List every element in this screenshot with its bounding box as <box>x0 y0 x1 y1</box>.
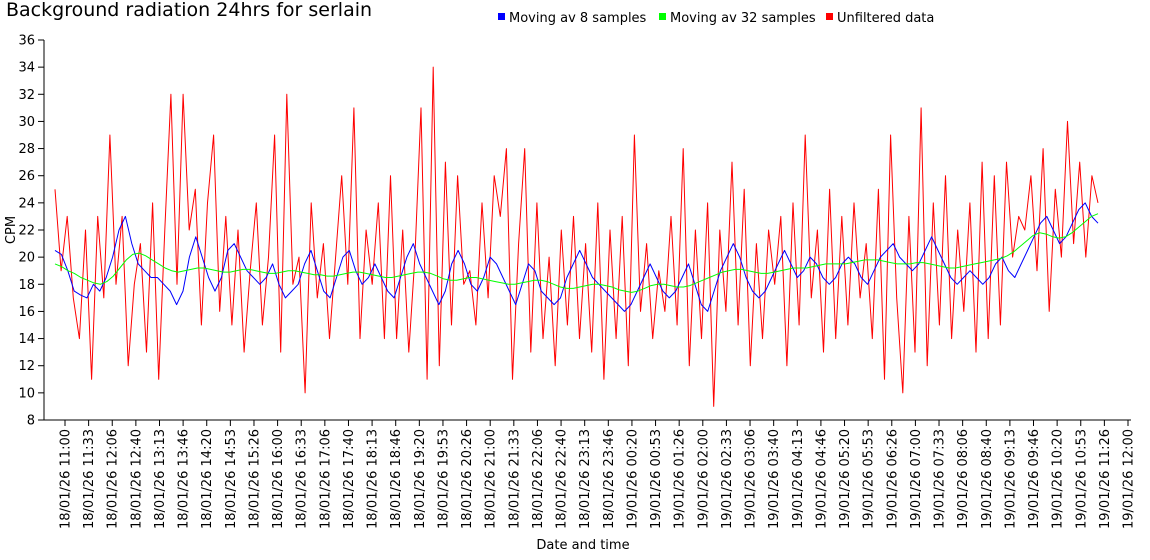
x-tick-label: 18/01/26 16:33 <box>295 429 310 529</box>
y-tick-label: 34 <box>18 61 35 76</box>
x-tick-label: 18/01/26 23:46 <box>602 429 617 529</box>
y-tick-label: 22 <box>18 224 35 239</box>
x-tick-label: 19/01/26 01:26 <box>673 429 688 529</box>
y-tick-label: 26 <box>18 169 35 184</box>
x-tick-label: 18/01/26 20:26 <box>460 429 475 529</box>
y-tick-label: 28 <box>18 142 35 157</box>
x-tick-label: 19/01/26 08:06 <box>956 429 971 529</box>
x-tick-label: 18/01/26 19:20 <box>413 429 428 529</box>
x-tick-label: 19/01/26 09:13 <box>1003 429 1018 529</box>
x-tick-label: 18/01/26 17:40 <box>342 429 357 529</box>
y-tick-label: 10 <box>18 386 35 401</box>
x-tick-label: 18/01/26 22:40 <box>555 429 570 529</box>
x-tick-label: 18/01/26 19:53 <box>436 429 451 529</box>
y-tick-label: 8 <box>27 414 35 429</box>
series-line-moving-av-8-samples <box>54 202 1099 312</box>
x-tick-label: 19/01/26 10:53 <box>1074 429 1089 529</box>
x-tick-label: 19/01/26 02:33 <box>720 429 735 529</box>
x-axis: 18/01/26 11:00 18/01/26 11:33 18/01/26 12:… <box>44 419 1137 529</box>
y-tick-label: 18 <box>18 278 35 293</box>
x-tick-label: 18/01/26 12:40 <box>129 429 144 529</box>
x-tick-label: 18/01/26 11:33 <box>82 429 97 529</box>
plot-area <box>54 66 1099 407</box>
x-tick-label: 19/01/26 09:46 <box>1027 429 1042 529</box>
x-tick-label: 18/01/26 22:06 <box>531 429 546 529</box>
x-tick-label: 19/01/26 10:20 <box>1051 429 1066 529</box>
x-tick-label: 19/01/26 07:33 <box>933 429 948 529</box>
x-tick-label: 19/01/26 02:00 <box>696 429 711 529</box>
y-axis-label: CPM <box>4 216 19 244</box>
legend-swatch-moving-av-8-samples <box>498 13 505 20</box>
legend-label-moving-av-32-samples: Moving av 32 samples <box>670 11 816 26</box>
x-tick-label: 18/01/26 21:33 <box>507 429 522 529</box>
x-tick-label: 18/01/26 18:13 <box>366 429 381 529</box>
x-tick-label: 18/01/26 13:13 <box>153 429 168 529</box>
x-tick-label: 19/01/26 00:20 <box>625 429 640 529</box>
x-tick-label: 18/01/26 11:00 <box>59 429 74 529</box>
x-tick-label: 19/01/26 07:00 <box>909 429 924 529</box>
y-tick-label: 30 <box>18 115 35 130</box>
x-tick-label: 18/01/26 14:20 <box>200 429 215 529</box>
x-tick-label: 19/01/26 04:46 <box>814 429 829 529</box>
x-tick-label: 18/01/26 18:46 <box>389 429 404 529</box>
x-tick-label: 19/01/26 08:40 <box>980 429 995 529</box>
x-tick-label: 19/01/26 03:06 <box>744 429 759 529</box>
x-tick-label: 18/01/26 16:00 <box>271 429 286 529</box>
x-tick-label: 18/01/26 15:26 <box>247 429 262 529</box>
series-line-unfiltered-data <box>54 66 1099 407</box>
y-axis: 8 10 12 14 16 18 20 22 24 26 28 30 32 34 36 <box>18 34 45 429</box>
y-tick-label: 16 <box>18 305 35 320</box>
x-tick-label: 19/01/26 05:53 <box>862 429 877 529</box>
x-tick-label: 18/01/26 12:06 <box>106 429 121 529</box>
x-tick-label: 18/01/26 13:46 <box>177 429 192 529</box>
y-tick-label: 20 <box>18 251 35 266</box>
legend-label-moving-av-8-samples: Moving av 8 samples <box>509 11 647 26</box>
x-tick-label: 19/01/26 05:20 <box>838 429 853 529</box>
x-tick-label: 19/01/26 12:00 <box>1122 429 1137 529</box>
x-tick-label: 19/01/26 06:26 <box>885 429 900 529</box>
x-tick-label: 19/01/26 11:26 <box>1098 429 1113 529</box>
x-tick-label: 19/01/26 03:40 <box>767 429 782 529</box>
legend-swatch-unfiltered-data <box>826 13 833 20</box>
x-tick-label: 18/01/26 14:53 <box>224 429 239 529</box>
series-line-moving-av-32-samples <box>54 213 1099 293</box>
legend-label-unfiltered-data: Unfiltered data <box>837 11 934 26</box>
x-tick-label: 18/01/26 21:00 <box>484 429 499 529</box>
chart-title: Background radiation 24hrs for serlain <box>6 0 372 21</box>
y-tick-label: 32 <box>18 88 35 103</box>
x-tick-label: 19/01/26 04:13 <box>791 429 806 529</box>
legend: Moving av 8 samples Moving av 32 samples U… <box>498 11 934 26</box>
x-axis-label: Date and time <box>536 538 629 553</box>
y-tick-label: 36 <box>18 34 35 49</box>
x-tick-label: 19/01/26 00:53 <box>649 429 664 529</box>
y-tick-label: 24 <box>18 196 35 211</box>
y-tick-label: 12 <box>18 359 35 374</box>
legend-swatch-moving-av-32-samples <box>659 13 666 20</box>
y-tick-label: 14 <box>18 332 35 347</box>
x-tick-label: 18/01/26 17:06 <box>318 429 333 529</box>
x-tick-label: 18/01/26 23:13 <box>578 429 593 529</box>
